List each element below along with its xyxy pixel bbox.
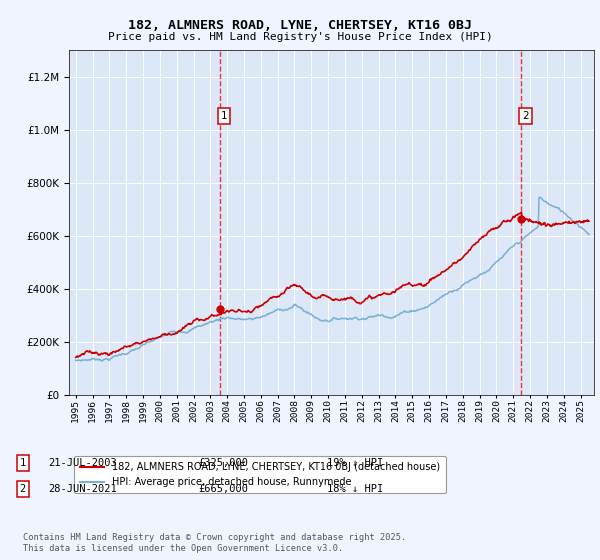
Text: 1: 1 — [20, 458, 26, 468]
Text: 19% ↓ HPI: 19% ↓ HPI — [327, 458, 383, 468]
Text: Price paid vs. HM Land Registry's House Price Index (HPI): Price paid vs. HM Land Registry's House … — [107, 32, 493, 42]
Text: 28-JUN-2021: 28-JUN-2021 — [48, 484, 117, 494]
Text: 2: 2 — [523, 111, 529, 121]
Text: 1: 1 — [220, 111, 227, 121]
Text: 2: 2 — [20, 484, 26, 494]
Text: 21-JUL-2003: 21-JUL-2003 — [48, 458, 117, 468]
Text: Contains HM Land Registry data © Crown copyright and database right 2025.
This d: Contains HM Land Registry data © Crown c… — [23, 533, 406, 553]
Text: 18% ↓ HPI: 18% ↓ HPI — [327, 484, 383, 494]
Text: 182, ALMNERS ROAD, LYNE, CHERTSEY, KT16 0BJ: 182, ALMNERS ROAD, LYNE, CHERTSEY, KT16 … — [128, 19, 472, 32]
Text: £665,000: £665,000 — [198, 484, 248, 494]
Legend: 182, ALMNERS ROAD, LYNE, CHERTSEY, KT16 0BJ (detached house), HPI: Average price: 182, ALMNERS ROAD, LYNE, CHERTSEY, KT16 … — [74, 456, 446, 493]
Text: £325,000: £325,000 — [198, 458, 248, 468]
